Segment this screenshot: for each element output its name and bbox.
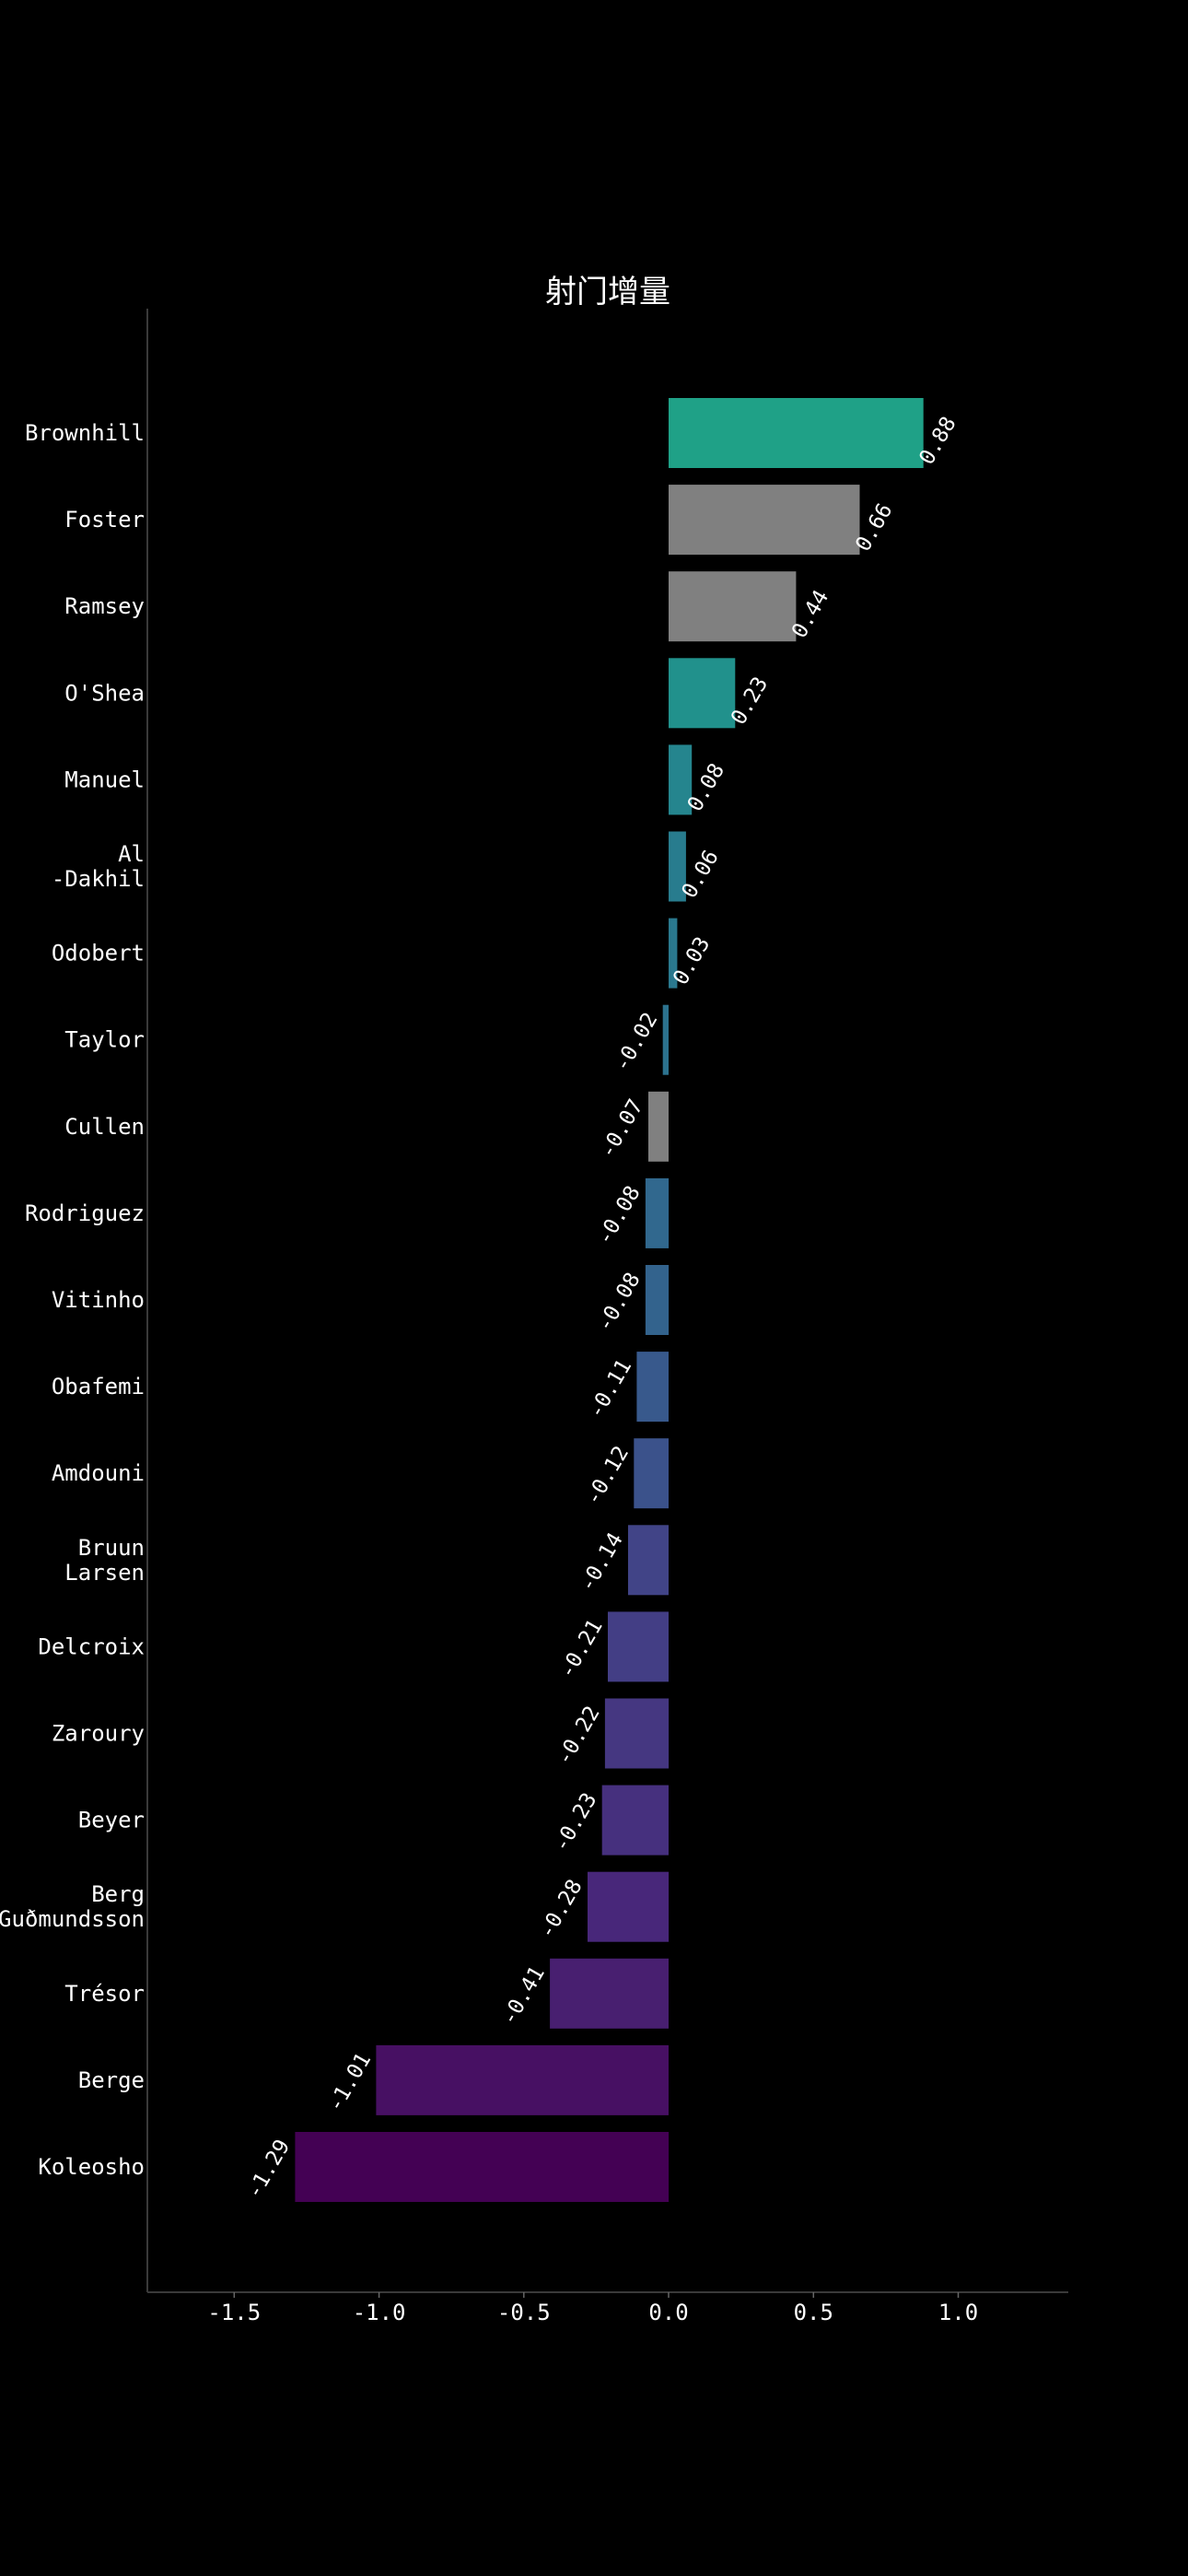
bar: [604, 1698, 670, 1769]
category-label-line: Obafemi: [52, 1374, 145, 1399]
value-label: -0.07: [596, 1095, 648, 1163]
category-label: Odobert: [52, 941, 145, 966]
category-label: O'Shea: [64, 680, 145, 706]
category-label-line: Zaroury: [52, 1721, 145, 1747]
category-label-line: Trésor: [64, 1981, 145, 2007]
value-label: -0.28: [535, 1876, 588, 1943]
category-label-line: Vitinho: [52, 1287, 145, 1313]
category-label-line: Brownhill: [25, 420, 145, 446]
category-label: Obafemi: [52, 1374, 145, 1399]
x-tick-label: 1.0: [938, 2300, 978, 2325]
category-label-line: Delcroix: [38, 1633, 145, 1659]
bars-group: [295, 398, 924, 2202]
category-label: Ramsey: [64, 593, 145, 619]
category-label: Amdouni: [52, 1460, 145, 1486]
value-label: -0.08: [593, 1182, 646, 1249]
chart-title: 射门增量: [545, 274, 670, 310]
category-label: Berge: [78, 2067, 145, 2093]
x-tick-label: -1.5: [207, 2300, 261, 2325]
category-label: Vitinho: [52, 1287, 145, 1313]
value-label: -0.14: [576, 1528, 628, 1596]
bar: [669, 571, 797, 642]
category-label: Foster: [64, 507, 145, 533]
category-label-line: Ramsey: [64, 593, 145, 619]
category-label-line: Odobert: [52, 941, 145, 966]
value-label: -0.02: [610, 1009, 662, 1076]
value-label: -1.29: [242, 2136, 295, 2203]
x-tick-label: -0.5: [497, 2300, 551, 2325]
category-label-line: O'Shea: [64, 680, 145, 706]
bar: [601, 1785, 669, 1856]
category-label: Manuel: [64, 767, 145, 792]
bar: [634, 1438, 669, 1509]
bar: [636, 1352, 669, 1423]
bar: [550, 1958, 669, 2029]
bar: [669, 831, 686, 902]
category-label: Cullen: [64, 1114, 145, 1140]
category-label-line: Guðmundsson: [0, 1906, 145, 1932]
category-label: Al -Dakhil: [52, 841, 145, 892]
category-label: Berg Guðmundsson: [0, 1881, 145, 1932]
bar: [669, 744, 693, 815]
bar: [669, 918, 678, 989]
x-tick-label: 0.0: [648, 2300, 688, 2325]
bar: [588, 1871, 670, 1942]
category-label-line: Cullen: [64, 1114, 145, 1140]
category-label: Koleosho: [38, 2154, 145, 2180]
category-label-line: Berge: [78, 2067, 145, 2093]
category-label: Trésor: [64, 1981, 145, 2007]
category-label-line: Amdouni: [52, 1460, 145, 1486]
bar: [669, 485, 860, 556]
value-label: -0.11: [584, 1355, 636, 1423]
bar: [628, 1525, 669, 1596]
value-label: -1.01: [323, 2049, 376, 2116]
value-label: -0.21: [555, 1615, 608, 1682]
bar: [295, 2132, 670, 2202]
category-label: Zaroury: [52, 1721, 145, 1747]
category-label-line: Manuel: [64, 767, 145, 792]
category-label-line: Al: [118, 841, 145, 867]
category-label: Delcroix: [38, 1633, 145, 1659]
bar: [662, 1004, 669, 1075]
value-label: -0.12: [581, 1442, 634, 1509]
bar: [669, 398, 924, 468]
category-label: Beyer: [78, 1808, 145, 1833]
category-label: Taylor: [64, 1027, 145, 1053]
category-label-line: Beyer: [78, 1808, 145, 1833]
category-label-line: Koleosho: [38, 2154, 145, 2180]
category-label-line: Berg: [91, 1881, 145, 1907]
category-label-line: Larsen: [64, 1560, 145, 1586]
x-ticks-group: -1.5 -1.0 -0.5 0.0 0.5 1.0: [207, 2292, 978, 2325]
category-label-line: Taylor: [64, 1027, 145, 1053]
bar: [608, 1611, 669, 1682]
bar: [645, 1177, 670, 1248]
bar: [645, 1265, 670, 1335]
x-tick-label: 0.5: [794, 2300, 833, 2325]
bar: [669, 658, 736, 729]
value-label: -0.08: [593, 1269, 646, 1336]
category-label: Brownhill: [25, 420, 145, 446]
bar: [648, 1091, 669, 1162]
value-label: -0.22: [553, 1703, 605, 1770]
category-label-line: Foster: [64, 507, 145, 533]
value-label: -0.23: [549, 1789, 601, 1856]
bar: [376, 2044, 669, 2115]
category-label: Rodriguez: [25, 1200, 145, 1226]
category-label: Bruun Larsen: [64, 1535, 145, 1586]
category-label-line: Rodriguez: [25, 1200, 145, 1226]
value-label: -0.41: [497, 1962, 550, 2030]
category-labels-group: Brownhill Foster Ramsey O'Shea Manuel Al -Dakh…: [0, 420, 145, 2180]
category-label-line: Bruun: [78, 1535, 145, 1561]
category-label-line: -Dakhil: [52, 866, 145, 892]
x-tick-label: -1.0: [353, 2300, 406, 2325]
